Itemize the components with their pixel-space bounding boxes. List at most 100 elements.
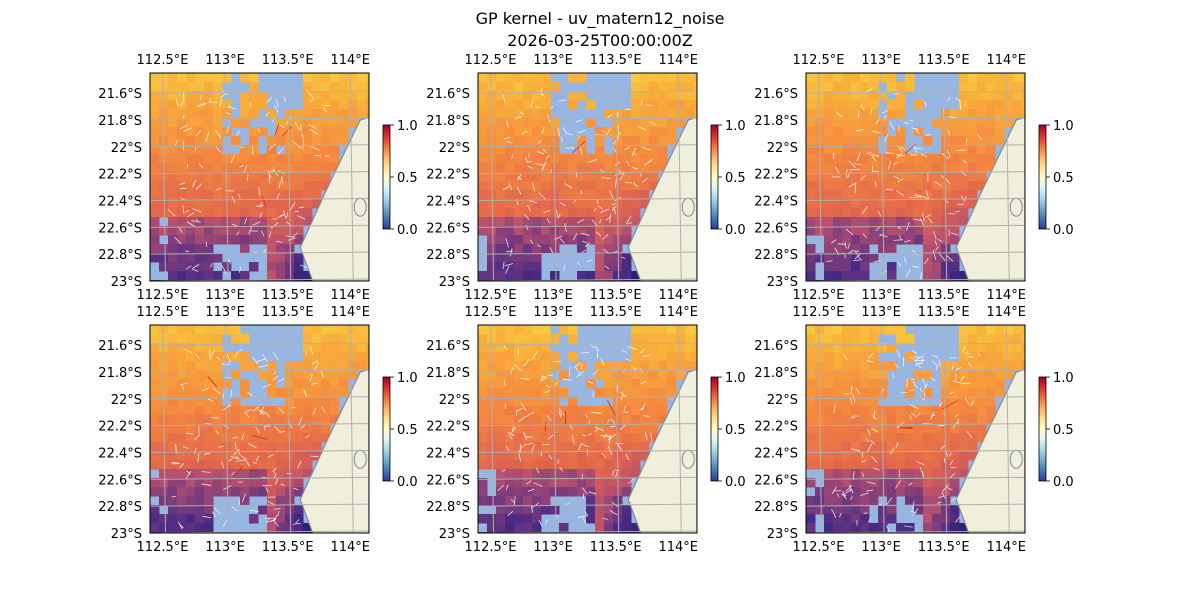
field-cell: [357, 334, 367, 344]
field-cell: [622, 217, 632, 227]
field-cell: [330, 145, 340, 155]
field-cell: [276, 118, 286, 128]
vector-arrow: [649, 121, 657, 126]
field-cell: [195, 172, 205, 182]
field-cell: [541, 235, 551, 245]
field-cell: [676, 82, 686, 92]
field-cell: [294, 199, 304, 209]
field-cell: [240, 163, 250, 173]
field-cell: [959, 460, 969, 470]
vector-arrow: [584, 511, 589, 517]
field-cell: [824, 118, 834, 128]
field-cell: [923, 271, 933, 281]
field-cell: [595, 406, 605, 416]
vector-arrow: [215, 188, 222, 191]
field-cell: [321, 424, 331, 434]
field-cell: [649, 109, 659, 119]
field-cell: [923, 496, 933, 506]
field-cell: [824, 505, 834, 515]
field-cell: [186, 478, 196, 488]
field-cell: [339, 334, 349, 344]
field-cell: [186, 352, 196, 362]
vector-arrow: [266, 97, 273, 103]
grid-line-lat: [806, 117, 1025, 121]
grid-line-lon: [880, 73, 885, 281]
field-cell: [150, 487, 160, 497]
field-cell: [586, 271, 596, 281]
field-cell: [577, 199, 587, 209]
field-cell: [303, 82, 313, 92]
field-cell: [150, 109, 160, 119]
field-cell: [559, 190, 569, 200]
field-cell: [366, 73, 369, 83]
field-cell: [514, 154, 524, 164]
field-cell: [550, 478, 560, 488]
field-cell: [586, 424, 596, 434]
field-cell: [986, 334, 996, 344]
field-cell: [150, 325, 160, 335]
vector-arrow: [914, 362, 923, 366]
lon-tick-bottom: 113.5°E: [262, 540, 314, 555]
field-cell: [640, 82, 650, 92]
vector-arrow: [193, 448, 197, 454]
field-cell: [267, 262, 277, 272]
field-cell: [685, 109, 695, 119]
field-cell: [959, 343, 969, 353]
field-cell: [186, 514, 196, 524]
field-cell: [806, 424, 816, 434]
vector-arrow: [177, 521, 183, 530]
colorbar: [1038, 376, 1047, 482]
field-cell: [523, 154, 533, 164]
field-cell: [959, 109, 969, 119]
field-cell: [833, 136, 843, 146]
field-cell: [694, 325, 697, 335]
field-cell: [559, 478, 569, 488]
field-cell: [550, 334, 560, 344]
field-cell: [514, 100, 524, 110]
field-cell: [860, 172, 870, 182]
field-cell: [195, 478, 205, 488]
field-cell: [842, 154, 852, 164]
field-cell: [321, 145, 331, 155]
field-cell: [604, 460, 614, 470]
field-cell: [213, 334, 223, 344]
field-cell: [595, 487, 605, 497]
vector-arrow: [650, 433, 653, 442]
field-cell: [204, 127, 214, 137]
field-cell: [150, 190, 160, 200]
vector-arrow: [874, 180, 877, 188]
field-cell: [550, 226, 560, 236]
field-cell: [950, 424, 960, 434]
field-cell: [685, 100, 695, 110]
vector-arrow: [559, 238, 566, 244]
vector-arrow: [277, 148, 284, 155]
field-cell: [478, 343, 488, 353]
field-cell: [496, 172, 506, 182]
field-cell: [860, 361, 870, 371]
field-cell: [195, 406, 205, 416]
vector-arrow: [616, 384, 619, 393]
field-cell: [550, 379, 560, 389]
field-cell: [658, 352, 668, 362]
field-cell: [613, 523, 623, 533]
field-cell: [631, 433, 641, 443]
field-cell: [842, 163, 852, 173]
field-cell: [586, 208, 596, 218]
vector-arrow: [594, 426, 604, 432]
field-cell: [159, 334, 169, 344]
field-cell: [658, 73, 668, 83]
field-cell: [514, 271, 524, 281]
field-cell: [366, 109, 369, 119]
field-cell: [968, 442, 978, 452]
field-cell: [586, 433, 596, 443]
vector-arrow: [914, 192, 923, 199]
field-cell: [622, 406, 632, 416]
field-cell: [186, 271, 196, 281]
field-cell: [568, 325, 578, 335]
vector-arrow: [897, 146, 903, 153]
field-cell: [195, 136, 205, 146]
field-cell: [815, 217, 825, 227]
field-cell: [532, 325, 542, 335]
field-cell: [1022, 73, 1025, 83]
field-cell: [294, 370, 304, 380]
